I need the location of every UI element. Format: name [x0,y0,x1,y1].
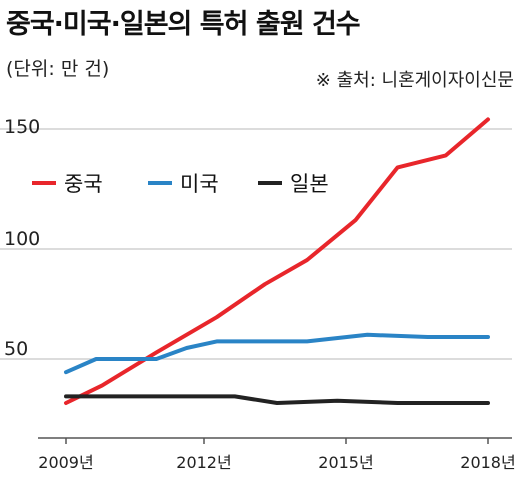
legend-label: 미국 [180,172,219,196]
series-line-미국 [64,332,490,375]
series-line-중국 [64,117,490,405]
x-tick-label: 2015년 [318,453,373,472]
x-tick-label: 2018년 [460,453,515,472]
legend-label: 중국 [64,172,103,196]
series-line-일본 [64,394,490,405]
x-tick-label: 2009년 [38,453,93,472]
y-tick-label: 50 [4,338,28,360]
x-tick-label: 2012년 [176,453,231,472]
unit-label: (단위: 만 건) [6,58,110,80]
source-label: ※ 출처: 니혼게이자이신문 [315,70,514,91]
chart-title: 중국·미국·일본의 특허 출원 건수 [6,9,361,40]
y-tick-label: 100 [4,228,40,250]
legend-label: 일본 [290,172,329,196]
y-tick-label: 150 [4,116,40,138]
